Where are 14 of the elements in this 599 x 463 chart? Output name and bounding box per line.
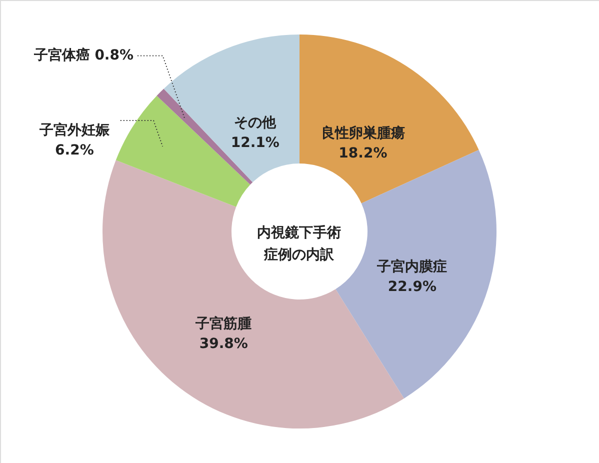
data-label: 6.2% (55, 142, 94, 159)
slice-label: 子宮体癌 0.8% (32, 46, 134, 64)
slice-label: 良性卵巣腫瘍 (320, 124, 405, 142)
donut-slice (300, 34, 479, 204)
data-label: 22.9% (388, 279, 436, 296)
slice-label: 子宮外妊娠 (38, 122, 110, 139)
slice-label: 子宮筋腫 (194, 315, 252, 332)
slice-label: その他 (234, 115, 278, 132)
data-label: 18.2% (338, 146, 388, 162)
data-label: 12.1% (230, 135, 280, 152)
donut-slice (164, 34, 300, 182)
data-label: 39.8% (199, 336, 248, 352)
slice-label: 子宮内膜症 (376, 258, 448, 276)
text: 内視鏡下手術症例の内訳 (257, 224, 341, 263)
